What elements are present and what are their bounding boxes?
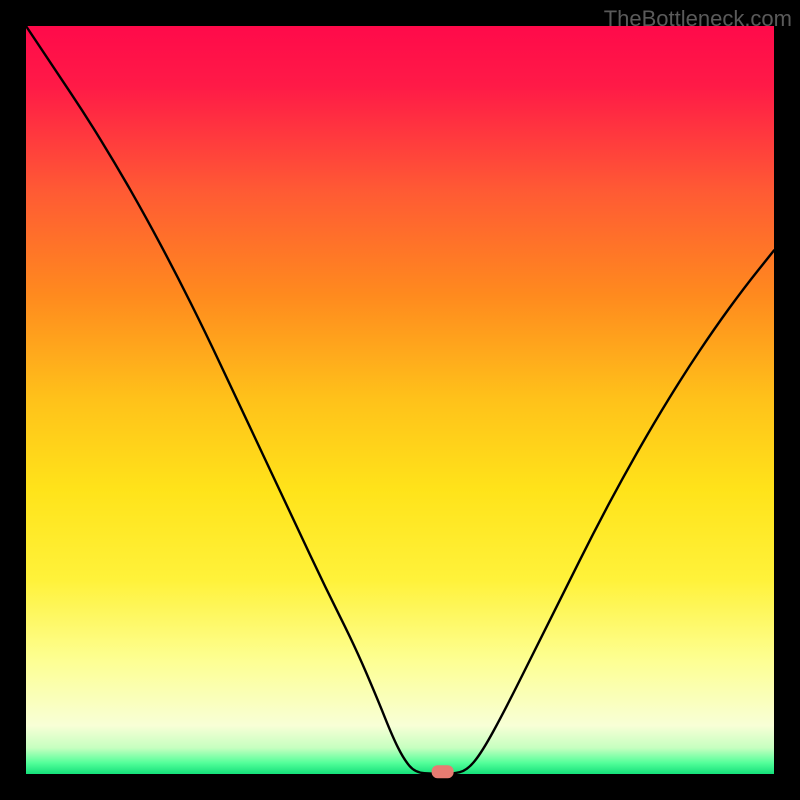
plot-background-gradient — [26, 26, 774, 774]
bottleneck-chart — [0, 0, 800, 800]
chart-container: TheBottleneck.com — [0, 0, 800, 800]
optimal-point-marker — [432, 765, 454, 778]
